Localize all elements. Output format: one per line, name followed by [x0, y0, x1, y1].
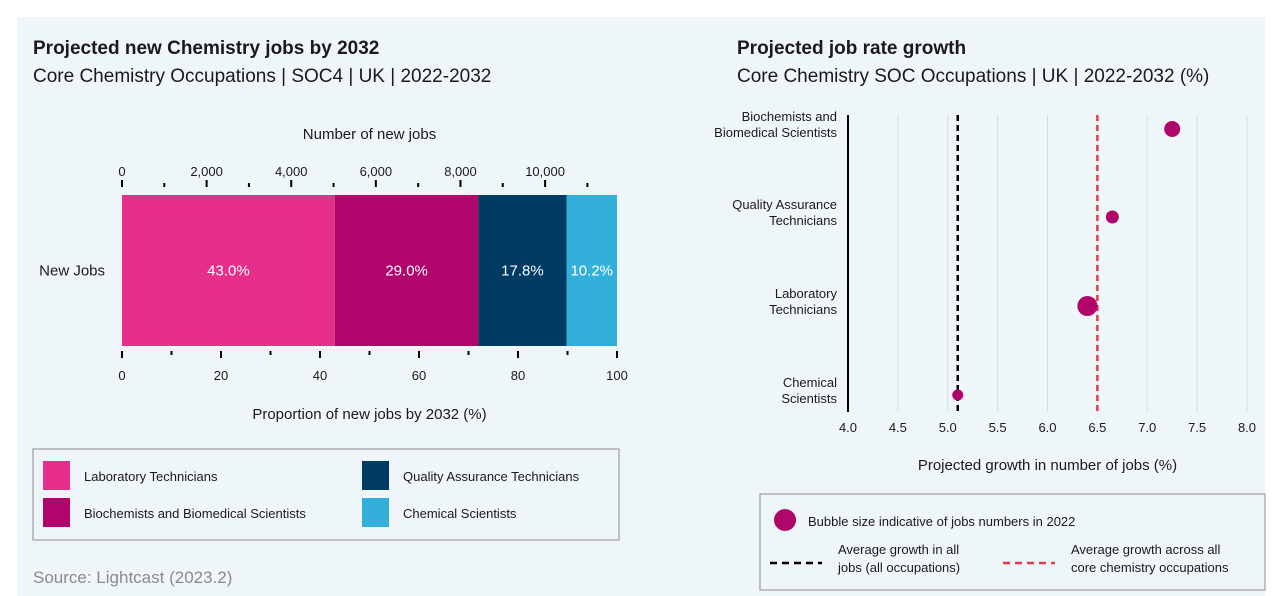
bar-segment: [122, 195, 335, 346]
x-tick-label: 6.5: [1088, 420, 1106, 435]
top-tick-label: 6,000: [360, 164, 393, 179]
bar-segment: [478, 195, 567, 346]
top-tick-label: 8,000: [444, 164, 477, 179]
legend-red-label: core chemistry occupations: [1071, 560, 1229, 575]
bubble-point: [952, 389, 964, 401]
legend-swatch: [362, 498, 389, 527]
y-category-label: Biomedical Scientists: [714, 125, 837, 140]
legend-swatch: [362, 461, 389, 490]
y-category-label: Chemical: [783, 375, 837, 390]
y-category-label: Scientists: [781, 391, 837, 406]
bar-segment: [566, 195, 617, 346]
right-chart-subtitle: Core Chemistry SOC Occupations | UK | 20…: [737, 66, 1210, 87]
legend-black-label: Average growth in all: [838, 542, 959, 557]
bubble-chart: 4.0 4.5 5.0 5.5 6.0 6.5 7.0 7.5 8.0 Biochemists a…: [714, 109, 1266, 591]
stacked-bar-chart: Number of new jobs 0 2,000 4,000 6,000 8,000 1…: [32, 126, 628, 541]
bar-segment: [334, 195, 479, 346]
bottom-tick-label: 40: [313, 368, 327, 383]
bar-data-label: 17.8%: [501, 263, 544, 280]
left-chart-title: Projected new Chemistry jobs by 2032: [33, 38, 380, 59]
x-tick-label: 6.0: [1038, 420, 1056, 435]
top-tick-label: 10,000: [525, 164, 565, 179]
legend-label: Laboratory Technicians: [84, 469, 218, 484]
bubble-point: [1164, 121, 1181, 137]
bubble-point: [1105, 210, 1119, 224]
bottom-tick-label: 20: [214, 368, 228, 383]
bottom-tick-label: 60: [412, 368, 426, 383]
bar-data-label: 10.2%: [570, 263, 613, 280]
x-tick-label: 7.0: [1138, 420, 1156, 435]
x-tick-label: 7.5: [1188, 420, 1206, 435]
bottom-axis-title: Proportion of new jobs by 2032 (%): [252, 406, 486, 423]
top-axis-title: Number of new jobs: [303, 126, 436, 143]
top-tick-label: 4,000: [275, 164, 308, 179]
legend-bubble-icon: [774, 509, 796, 531]
bubble-point: [1077, 296, 1098, 316]
x-tick-label: 5.0: [939, 420, 957, 435]
right-chart-title: Projected job rate growth: [737, 38, 967, 59]
source-note: Source: Lightcast (2023.2): [33, 568, 233, 587]
y-category-label: Technicians: [769, 302, 837, 317]
x-axis-title: Projected growth in number of jobs (%): [918, 457, 1177, 474]
bar-category-label: New Jobs: [39, 263, 105, 280]
x-tick-label: 4.0: [839, 420, 857, 435]
legend-label: Biochemists and Biomedical Scientists: [84, 506, 306, 521]
y-category-label: Quality Assurance: [732, 197, 837, 212]
bar-data-label: 29.0%: [385, 263, 428, 280]
bottom-tick-label: 80: [511, 368, 525, 383]
bubble-legend-box: [759, 493, 1266, 591]
top-tick-label: 2,000: [190, 164, 223, 179]
y-category-label: Biochemists and: [742, 109, 837, 124]
legend-swatch: [43, 461, 70, 490]
bar-legend-box: [32, 448, 620, 541]
x-tick-label: 4.5: [889, 420, 907, 435]
y-category-label: Laboratory: [775, 286, 838, 301]
left-chart-subtitle: Core Chemistry Occupations | SOC4 | UK |…: [33, 66, 492, 87]
x-tick-label: 5.5: [989, 420, 1007, 435]
legend-label: Chemical Scientists: [403, 506, 517, 521]
legend-swatch: [43, 498, 70, 527]
legend-black-label: jobs (all occupations): [837, 560, 960, 575]
x-tick-label: 8.0: [1238, 420, 1256, 435]
legend-red-label: Average growth across all: [1071, 542, 1220, 557]
bottom-tick-label: 0: [118, 368, 125, 383]
bar-data-label: 43.0%: [207, 263, 250, 280]
legend-label: Quality Assurance Technicians: [403, 469, 580, 484]
top-tick-label: 0: [118, 164, 125, 179]
bottom-tick-label: 100: [606, 368, 628, 383]
legend-bubble-label: Bubble size indicative of jobs numbers i…: [808, 514, 1075, 529]
y-category-label: Technicians: [769, 213, 837, 228]
